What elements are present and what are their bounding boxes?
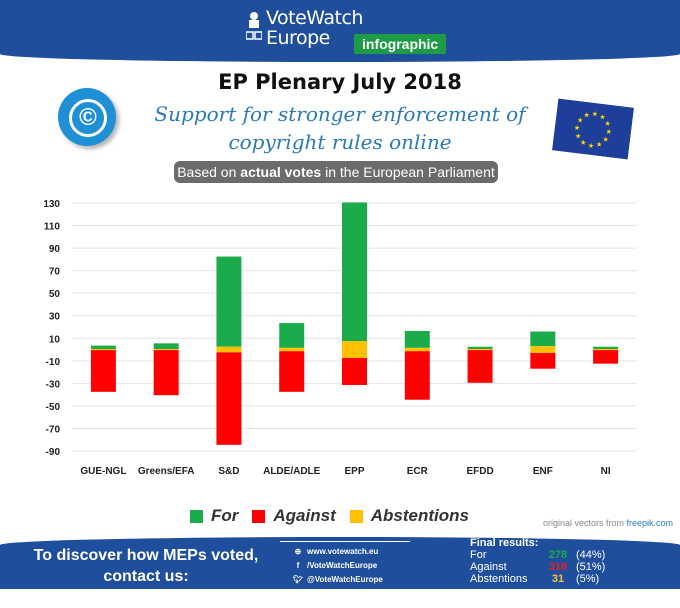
result-row-against: Against 318 (51%): [470, 561, 606, 573]
bar-for: [153, 343, 179, 349]
y-tick-label: 30: [49, 312, 61, 323]
eu-flag-icon: ★★★★★★★★★ ★ ★★: [552, 98, 634, 160]
legend-for: For: [190, 506, 238, 526]
bar-abstentions: [404, 347, 430, 352]
flag-star: ★: [596, 140, 603, 149]
ballot-box-icon: [246, 12, 262, 40]
basis-note: Based on actual votes in the European Pa…: [174, 161, 498, 183]
flag-star: ★: [591, 110, 598, 119]
x-tick-label: Greens/EFA: [138, 466, 195, 477]
bar-against: [467, 350, 493, 383]
footer-banner: To discover how MEPs voted, contact us: …: [0, 537, 680, 606]
infographic-badge: infographic: [354, 34, 447, 54]
y-tick-label: -70: [46, 424, 61, 435]
bar-against: [404, 351, 430, 400]
result-row-abstentions: Abstentions 31 (5%): [470, 573, 600, 585]
y-tick-label: -10: [46, 357, 61, 368]
flag-star: ★: [604, 119, 611, 128]
bar-abstentions: [90, 348, 116, 351]
x-tick-label: ALDE/ADLE: [263, 466, 321, 477]
flag-star: ★: [602, 135, 609, 144]
x-tick-label: S&D: [218, 466, 239, 477]
copyright-icon: ©: [58, 88, 116, 146]
bar-abstentions: [216, 346, 242, 353]
flag-star: ★: [575, 132, 582, 141]
facebook-link[interactable]: f/VoteWatchEurope: [293, 559, 383, 573]
bar-for: [404, 330, 430, 348]
bar-for: [530, 331, 556, 347]
y-tick-label: 70: [49, 267, 61, 278]
x-tick-label: EFDD: [466, 466, 493, 477]
result-row-for: For 278 (44%): [470, 549, 606, 561]
flag-star: ★: [599, 113, 606, 122]
bar-against: [90, 350, 116, 392]
bar-abstentions: [467, 348, 493, 351]
y-tick-label: -90: [46, 447, 61, 458]
y-tick-label: 10: [49, 334, 61, 345]
y-tick-label: -30: [46, 379, 61, 390]
legend-against: Against: [252, 506, 336, 526]
x-tick-label: ENF: [533, 466, 553, 477]
bar-for: [342, 202, 367, 342]
globe-icon: ⊕: [294, 547, 302, 556]
bar-for: [279, 323, 305, 348]
chart-legend: For Against Abstentions: [190, 506, 469, 526]
final-results: Final results: For 278 (44%) Against 318 (51…: [470, 537, 611, 585]
x-tick-label: NI: [601, 466, 611, 477]
bar-against: [216, 352, 242, 445]
stacked-bar-chart: 130 110 90 70 50 30 10 -10 -30 -50 -70 -90 GUE-NGL Gr…: [43, 199, 637, 477]
votewatch-logo[interactable]: VoteWatch Europe: [246, 7, 363, 49]
y-tick-label: 50: [49, 289, 61, 300]
chart-subtitle: Support for stronger enforcement of copy…: [154, 102, 526, 154]
header-banner: VoteWatch Europe infographic: [0, 0, 680, 62]
bar-abstentions: [530, 346, 556, 353]
flag-star: ★: [587, 142, 594, 151]
flag-star: ★: [580, 138, 587, 147]
bar-for: [593, 346, 619, 349]
bar-against: [279, 351, 305, 392]
bar-for: [216, 256, 242, 347]
website-link[interactable]: ⊕ www.votewatch.eu: [293, 545, 383, 559]
legend-abstentions: Abstentions: [349, 506, 469, 526]
bar-against: [153, 350, 179, 396]
divider: [280, 541, 410, 542]
twitter-link[interactable]: 🐦︎ @VoteWatchEurope: [293, 573, 383, 587]
x-tick-label: ECR: [407, 466, 429, 477]
flag-star: ★: [583, 111, 590, 120]
bar-abstentions: [593, 348, 619, 351]
logo-line-2: Europe: [266, 27, 330, 49]
y-tick-label: 130: [43, 199, 60, 210]
facebook-icon: f: [296, 561, 300, 570]
x-tick-label: EPP: [344, 466, 364, 477]
contact-email-link[interactable]: secretariat@votewatch.eu: [53, 589, 239, 606]
bar-against: [530, 352, 556, 369]
freepik-link[interactable]: freepik.com: [626, 518, 674, 528]
bar-against: [593, 350, 619, 364]
contact-cta: To discover how MEPs voted, contact us: …: [33, 547, 259, 606]
flag-star: ★: [605, 128, 612, 137]
flag-star: ★: [576, 116, 583, 125]
bar-abstentions: [153, 348, 179, 351]
x-tick-label: GUE-NGL: [80, 466, 126, 477]
twitter-icon: 🐦︎: [293, 575, 304, 584]
bar-for: [467, 346, 493, 349]
y-tick-label: 110: [44, 222, 61, 233]
logo-line-1: VoteWatch: [266, 7, 363, 29]
flag-star: ★: [573, 124, 580, 133]
bar-abstentions: [342, 341, 367, 358]
page-title: EP Plenary July 2018: [218, 70, 462, 94]
bar-against: [342, 358, 367, 386]
bar-abstentions: [279, 347, 305, 352]
vector-credit: original vectors from freepik.com: [543, 518, 674, 528]
bar-for: [90, 345, 116, 349]
y-tick-label: 90: [49, 244, 61, 255]
social-links: ⊕ www.votewatch.eu f/VoteWatchEurope 🐦︎ @V…: [293, 545, 383, 587]
y-tick-label: -50: [46, 402, 61, 413]
